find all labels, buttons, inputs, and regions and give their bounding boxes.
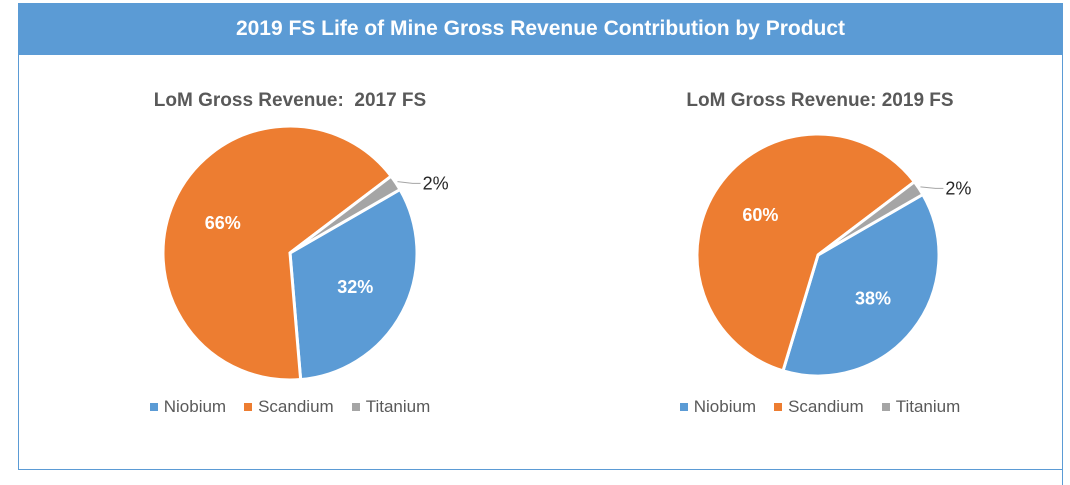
legend-label-niobium: Niobium: [163, 397, 227, 416]
legend-label-scandium: Scandium: [788, 397, 864, 416]
legend-label-titanium: Titanium: [365, 397, 431, 416]
legend-swatch-scandium: [774, 403, 783, 411]
legend-item-niobium: Niobium: [149, 397, 227, 417]
legend-2017: Niobium Scandium Titanium: [40, 397, 540, 417]
pie-2019-svg: 38% 60% 2%: [695, 132, 971, 378]
legend-item-titanium: Titanium: [881, 397, 961, 417]
pie-slice-titanium: [817, 179, 925, 257]
pie-slice-niobium: [781, 192, 941, 378]
data-label-scandium: 60%: [742, 205, 778, 225]
banner-title: 2019 FS Life of Mine Gross Revenue Contr…: [18, 3, 1063, 55]
frame-edge-line: [1062, 470, 1063, 485]
legend-item-scandium: Scandium: [244, 397, 334, 417]
legend-label-scandium: Scandium: [258, 397, 334, 416]
legend-label-titanium: Titanium: [895, 397, 961, 416]
legend-swatch-titanium: [351, 403, 360, 411]
data-label-niobium: 32%: [337, 277, 373, 297]
pie-chart-2017: LoM Gross Revenue: 2017 FS 32% 66% 2% Niob…: [40, 75, 540, 435]
legend-item-titanium: Titanium: [351, 397, 431, 417]
legend-swatch-niobium: [679, 403, 688, 411]
pie-slice-niobium: [288, 187, 419, 382]
legend-swatch-titanium: [881, 403, 890, 411]
pie-slice-titanium: [289, 174, 403, 255]
data-label-scandium: 66%: [205, 213, 241, 233]
pie-chart-2019: LoM Gross Revenue: 2019 FS 38% 60% 2% Niob…: [570, 75, 1070, 435]
legend-swatch-niobium: [149, 403, 158, 411]
legend-swatch-scandium: [244, 403, 253, 411]
legend-item-scandium: Scandium: [774, 397, 864, 417]
legend-2019: Niobium Scandium Titanium: [570, 397, 1070, 417]
data-label-titanium: 2%: [423, 173, 449, 193]
data-label-niobium: 38%: [855, 289, 891, 309]
pie-slice-scandium: [161, 124, 394, 382]
legend-item-niobium: Niobium: [679, 397, 757, 417]
leader-line-titanium: [920, 186, 944, 189]
legend-label-niobium: Niobium: [693, 397, 757, 416]
chart-title-2019: LoM Gross Revenue: 2019 FS: [686, 90, 954, 111]
data-label-titanium: 2%: [945, 178, 971, 198]
pie-slice-scandium: [695, 132, 917, 373]
pie-2017-svg: 32% 66% 2%: [161, 124, 449, 382]
leader-line-titanium: [397, 181, 421, 184]
chart-title-2017: LoM Gross Revenue: 2017 FS: [153, 90, 427, 111]
